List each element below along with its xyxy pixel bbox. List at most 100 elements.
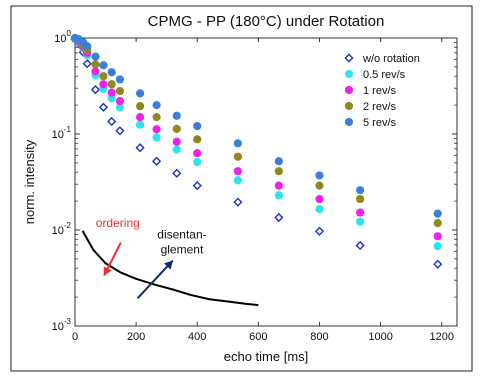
data-point bbox=[115, 75, 125, 84]
data-point bbox=[433, 259, 443, 269]
disentanglement-arrow-shaft bbox=[136, 259, 174, 299]
data-point bbox=[355, 240, 365, 251]
data-point bbox=[107, 94, 116, 103]
legend-label: 2 rev/s bbox=[363, 101, 397, 113]
data-point bbox=[115, 97, 125, 106]
data-point bbox=[152, 101, 161, 110]
plot-area bbox=[74, 37, 458, 327]
disentanglement-label-line: disentan- bbox=[157, 227, 206, 241]
legend-label: w/o rotation bbox=[362, 53, 420, 65]
data-point bbox=[274, 191, 283, 200]
chart-title: CPMG - PP (180°C) under Rotation bbox=[148, 13, 385, 30]
data-point bbox=[274, 157, 283, 166]
x-tick-label: 600 bbox=[249, 331, 267, 343]
y-axis-label: norm. intensity bbox=[22, 139, 37, 224]
figure-border bbox=[10, 5, 473, 372]
data-point bbox=[115, 126, 125, 136]
data-point bbox=[193, 149, 202, 158]
data-point bbox=[91, 60, 100, 69]
data-point bbox=[82, 59, 92, 69]
data-point bbox=[193, 121, 202, 131]
series-0-points bbox=[70, 34, 443, 269]
data-point bbox=[98, 102, 109, 112]
data-point bbox=[135, 120, 145, 129]
data-point bbox=[172, 168, 182, 178]
y-tick-label: 10-2 bbox=[52, 221, 72, 237]
x-tick-label: 200 bbox=[127, 331, 145, 343]
legend-marker bbox=[344, 69, 354, 79]
data-point bbox=[356, 186, 365, 195]
data-point bbox=[172, 124, 181, 134]
disentanglement-label-line: glement bbox=[161, 242, 204, 256]
data-point bbox=[433, 232, 442, 241]
data-point bbox=[135, 112, 145, 122]
data-point bbox=[356, 208, 365, 217]
data-point bbox=[91, 67, 100, 76]
annotations: ordering disentan-glement bbox=[81, 216, 259, 307]
legend-marker bbox=[344, 117, 354, 127]
legend-label: 0.5 rev/s bbox=[363, 69, 406, 81]
data-point bbox=[107, 80, 116, 89]
axes-ticks: 0 200 400 600 800 1000 1200 10-3 10-2 10-1 100 bbox=[52, 29, 457, 343]
relaxation-curve bbox=[81, 230, 259, 307]
x-axis-label: echo time [ms] bbox=[224, 349, 309, 364]
data-point bbox=[192, 181, 202, 191]
data-point bbox=[274, 167, 283, 176]
ordering-label: ordering bbox=[96, 216, 140, 230]
data-point bbox=[99, 61, 108, 70]
x-tick-label: 400 bbox=[188, 331, 206, 343]
data-point bbox=[193, 157, 202, 167]
data-point bbox=[315, 181, 324, 190]
data-point bbox=[99, 80, 108, 89]
data-point bbox=[115, 103, 125, 112]
data-point bbox=[274, 212, 284, 223]
y-tick-label: 100 bbox=[54, 29, 71, 45]
data-point bbox=[135, 102, 145, 111]
x-tick-label: 0 bbox=[72, 331, 78, 343]
x-tick-label: 800 bbox=[310, 331, 328, 343]
data-point bbox=[315, 171, 324, 180]
y-tick-label: 10-3 bbox=[52, 317, 72, 333]
data-point bbox=[99, 72, 108, 81]
data-point bbox=[152, 125, 161, 134]
data-point bbox=[135, 89, 145, 98]
data-point bbox=[314, 226, 325, 236]
disentanglement-arrow-head bbox=[164, 260, 173, 270]
x-tick-label: 1200 bbox=[429, 331, 453, 343]
data-point bbox=[233, 167, 242, 176]
data-point bbox=[152, 133, 161, 142]
legend-marker bbox=[344, 85, 354, 95]
y-tick-label: 10-1 bbox=[52, 125, 72, 141]
data-point bbox=[152, 112, 161, 122]
data-point bbox=[433, 241, 442, 251]
data-point bbox=[135, 143, 145, 153]
data-point bbox=[233, 176, 242, 185]
data-point bbox=[433, 218, 442, 228]
data-point bbox=[315, 194, 324, 204]
ordering-arrow-head bbox=[103, 266, 112, 276]
series-4-points bbox=[70, 33, 442, 218]
data-point bbox=[315, 205, 324, 214]
data-point bbox=[115, 86, 125, 96]
data-point bbox=[107, 68, 116, 77]
data-point bbox=[83, 42, 92, 51]
data-point bbox=[172, 145, 181, 154]
data-point bbox=[107, 116, 117, 127]
data-point bbox=[90, 85, 101, 95]
data-point bbox=[172, 137, 181, 146]
data-point bbox=[356, 217, 365, 226]
data-point bbox=[107, 88, 116, 97]
data-point bbox=[172, 111, 181, 120]
legend-label: 5 rev/s bbox=[363, 117, 397, 129]
data-point bbox=[433, 209, 442, 218]
data-point bbox=[274, 181, 283, 190]
data-point bbox=[233, 139, 242, 148]
legend-marker bbox=[344, 53, 354, 63]
x-tick-label: 1000 bbox=[368, 331, 392, 343]
legend: w/o rotation 0.5 rev/s 1 rev/s 2 rev/s 5 rev… bbox=[344, 53, 420, 129]
data-point bbox=[91, 52, 100, 61]
data-point bbox=[193, 135, 202, 144]
